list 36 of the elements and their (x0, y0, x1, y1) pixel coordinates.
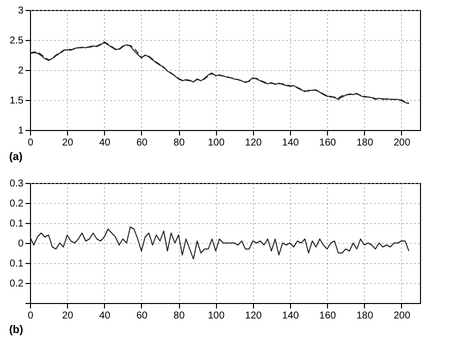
y-tick-label: 0.2 (10, 198, 24, 210)
x-tick-label: 200 (394, 310, 411, 322)
x-tick-label: 120 (245, 310, 262, 322)
x-tick-label: 140 (282, 138, 300, 148)
y-tick-label: 0.3 (10, 178, 24, 190)
x-tick-label: 140 (282, 310, 300, 322)
x-tick-label: 160 (319, 310, 336, 322)
x-tick-label: 120 (245, 138, 262, 148)
x-tick-label: 80 (174, 310, 186, 322)
x-tick-label: 160 (319, 138, 336, 148)
x-tick-label: 180 (356, 138, 374, 148)
x-tick-label: 0 (28, 138, 34, 148)
y-tick-label: 0.2 (10, 278, 24, 290)
x-tick-label: 180 (356, 310, 374, 322)
x-tick-label: 80 (174, 138, 186, 148)
x-tick-label: 20 (62, 138, 74, 148)
x-tick-label: 100 (208, 138, 225, 148)
text: (b) (9, 324, 24, 336)
y-tick-label: 1 (18, 126, 24, 136)
y-tick-label: 2 (18, 66, 24, 76)
text: (a) (9, 151, 23, 163)
y-tick-label: 3 (18, 6, 24, 16)
x-tick-label: 60 (136, 310, 148, 322)
x-tick-label: 40 (99, 310, 111, 322)
y-tick-label: 0.1 (10, 258, 24, 270)
x-tick-label: 200 (394, 138, 411, 148)
y-tick-label: 0 (18, 238, 24, 250)
y-tick-label: 0.1 (10, 218, 24, 230)
x-tick-label: 20 (62, 310, 74, 322)
line-series (30, 226, 410, 260)
y-tick-label: 1.5 (10, 96, 24, 106)
y-tick-label: 2.5 (10, 36, 24, 46)
x-tick-label: 100 (208, 310, 225, 322)
x-tick-label: 60 (136, 138, 148, 148)
x-tick-label: 0 (28, 310, 34, 322)
x-tick-label: 40 (99, 138, 111, 148)
